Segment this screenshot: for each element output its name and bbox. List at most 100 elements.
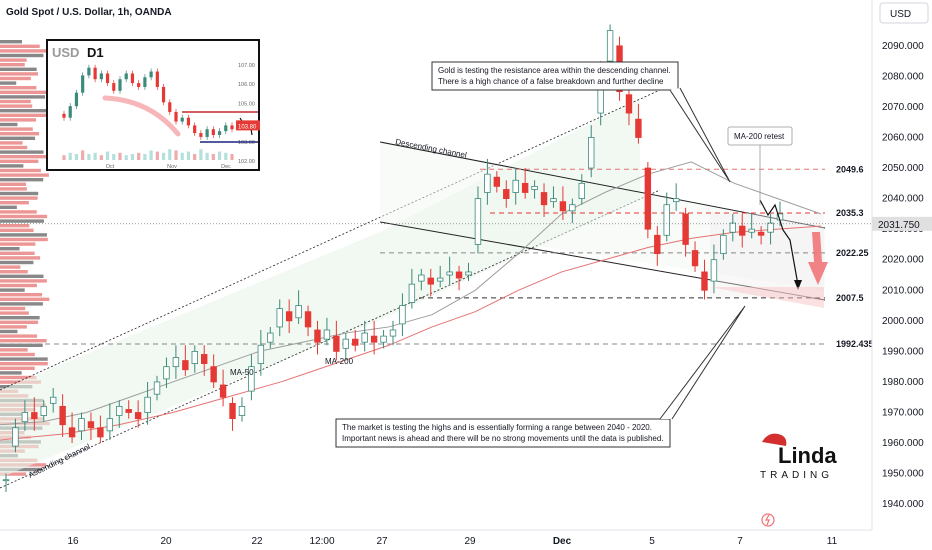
candle-body (446, 271, 453, 276)
candle-body (238, 405, 246, 416)
candle (163, 357, 170, 389)
candle-body (78, 418, 85, 432)
candle-body (172, 357, 180, 368)
candle-body (191, 350, 198, 365)
volume-bar (0, 104, 33, 108)
candle-body (125, 409, 132, 413)
candle (559, 186, 567, 220)
ma50-line (0, 161, 821, 426)
inset-volume (168, 149, 172, 160)
volume-bar (0, 366, 35, 370)
volume-bar (0, 343, 43, 347)
volume-bar (0, 375, 37, 380)
volume-bar (0, 306, 26, 311)
volume-bar (0, 141, 23, 145)
candle (465, 262, 472, 282)
candle (550, 186, 557, 208)
volume-bar (0, 164, 24, 168)
volume-bar (0, 334, 38, 338)
candle (644, 161, 652, 239)
inset-y-tick: 103.00 (238, 140, 255, 146)
currency-label: USD (890, 9, 911, 20)
candle-body (455, 271, 463, 279)
candle (267, 326, 274, 349)
inset-volume (186, 151, 191, 160)
inset-volume (68, 152, 72, 160)
lightning-icon (761, 513, 775, 527)
inset-volume (199, 149, 203, 160)
inset-volume (137, 152, 141, 160)
inset-volume (130, 154, 135, 160)
candle (172, 345, 180, 379)
candle-body (436, 277, 444, 282)
candle (389, 320, 397, 346)
ma50-label: MA-50 (230, 368, 254, 377)
candle (342, 333, 350, 361)
volume-bar (0, 288, 25, 292)
y-tick-label: 1980.000 (882, 377, 924, 388)
top-note-pointer (669, 87, 731, 183)
candle (701, 259, 708, 300)
y-tick-label: 2020.000 (882, 255, 924, 266)
candle (748, 213, 755, 239)
inset-candle (62, 113, 66, 118)
inset-candle (230, 125, 234, 130)
inset-timeframe: D1 (87, 45, 104, 60)
candle (134, 400, 142, 428)
x-tick-label: 22 (251, 536, 263, 547)
level-label-4: 1992.435 (836, 339, 874, 349)
x-tick-label: 16 (67, 536, 79, 547)
candle-body (210, 366, 217, 383)
candle-body (720, 234, 727, 255)
volume-bar (0, 99, 31, 104)
candle-body (427, 277, 434, 285)
candle (361, 320, 368, 352)
inset-volume (112, 154, 116, 160)
current-price-tag-bg (872, 216, 932, 231)
inset-y-tick: 107.00 (238, 63, 255, 69)
candle-body (276, 308, 283, 328)
bottom-note-line2: Important news is ahead and there will b… (342, 434, 664, 443)
volume-bar (0, 251, 35, 255)
y-tick-label: 1950.000 (882, 469, 924, 480)
candle (40, 400, 47, 422)
volume-bar (0, 40, 22, 44)
candle-body (701, 271, 708, 291)
candle-body (116, 405, 123, 416)
candle (68, 412, 76, 444)
volume-bar (0, 127, 33, 131)
current-price-tag: 2031.750 (878, 220, 920, 231)
candle-body (493, 176, 501, 187)
candle (210, 354, 217, 389)
volume-bar (0, 178, 44, 182)
candle (446, 256, 453, 285)
volume-bar (0, 348, 28, 352)
candle (2, 473, 10, 492)
candle (314, 320, 321, 355)
inset-candle (180, 117, 184, 122)
inset-candle (199, 133, 203, 137)
volume-bar (0, 283, 37, 288)
candle (144, 381, 151, 425)
volume-bar (0, 67, 37, 71)
inset-price-tag: 103.80 (238, 124, 257, 130)
candle-body (559, 201, 567, 212)
candle-body (389, 329, 397, 337)
volume-bar (0, 49, 49, 53)
volume-bar (0, 95, 46, 99)
candle-body (134, 412, 142, 420)
candle-body (550, 198, 557, 203)
candle (97, 415, 104, 444)
volume-bar (0, 44, 40, 48)
santa-hat (762, 433, 787, 446)
x-tick-label: 27 (376, 536, 388, 547)
volume-bar (0, 109, 47, 113)
volume-bar (0, 293, 43, 297)
brand-logo: Linda TRADING (760, 433, 837, 527)
candle-body (106, 418, 114, 432)
inset-candle (224, 125, 228, 132)
inset-volume (155, 151, 159, 160)
candle-body (342, 338, 350, 349)
